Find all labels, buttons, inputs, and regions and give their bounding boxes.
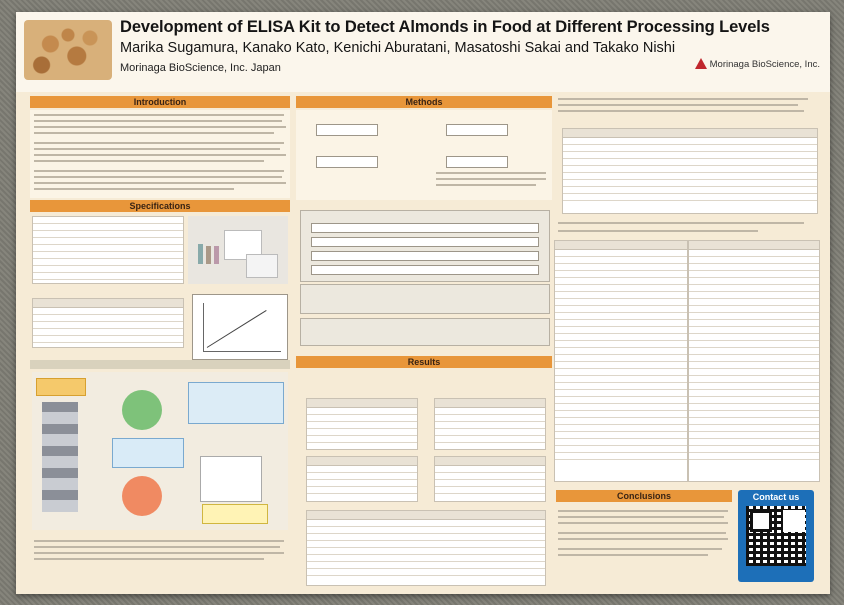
recovery-table: [562, 128, 818, 214]
methods-header: Methods: [296, 96, 552, 108]
conclusions-header: Conclusions: [556, 490, 732, 502]
cross-reactivity-table-1: [554, 240, 688, 482]
contact-label: Contact us: [752, 492, 800, 502]
standard-curve-plot: [192, 294, 288, 360]
poster: Development of ELISA Kit to Detect Almon…: [16, 12, 830, 594]
results-table-2: [434, 398, 546, 450]
results-header: Results: [296, 356, 552, 368]
specifications-header: Specifications: [30, 200, 290, 212]
specificity-text: [556, 218, 822, 238]
poster-header: Development of ELISA Kit to Detect Almon…: [16, 12, 830, 92]
methods-flow-panel: [296, 110, 552, 200]
introduction-header: Introduction: [30, 96, 290, 108]
affiliation: Morinaga BioScience, Inc. Japan: [120, 62, 281, 74]
conclusions-body: [556, 504, 732, 574]
contact-box: Contact us: [738, 490, 814, 582]
almond-photo: [24, 20, 112, 80]
logo-text: Morinaga BioScience, Inc.: [709, 58, 820, 70]
introduction-body: [30, 110, 290, 198]
poster-title: Development of ELISA Kit to Detect Almon…: [120, 18, 770, 36]
cross-reactivity-table-2: [688, 240, 820, 482]
specifications-table: [32, 216, 184, 284]
elisa-kit-photo: [188, 216, 288, 284]
assay-procedure: [300, 210, 550, 282]
principle-diagram: [32, 372, 288, 530]
company-logo: Morinaga BioScience, Inc.: [693, 58, 820, 70]
note-bar: [30, 360, 290, 369]
sample-preparation: [300, 284, 550, 314]
logo-mark-icon: [693, 58, 707, 70]
results-table-3: [306, 456, 418, 502]
results-table-5: [306, 510, 546, 586]
elisa-step: [300, 318, 550, 346]
results-table-4: [434, 456, 546, 502]
standard-curve-table: [32, 298, 184, 348]
diagram-notes: [32, 534, 288, 584]
results-table-1: [306, 398, 418, 450]
author-list: Marika Sugamura, Kanako Kato, Kenichi Ab…: [120, 40, 676, 56]
qr-code-icon: [746, 506, 806, 566]
right-intro-text: [556, 96, 822, 128]
